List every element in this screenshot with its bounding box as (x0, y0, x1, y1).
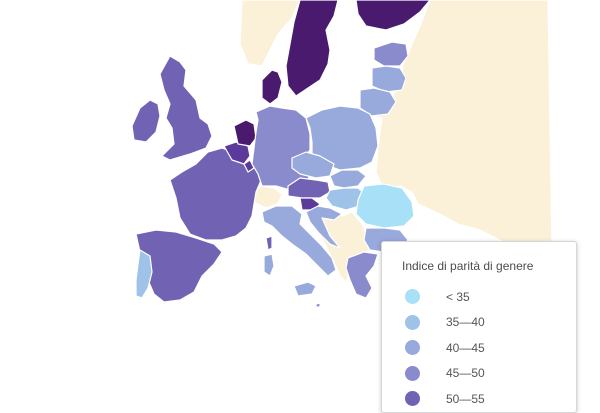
legend-item: 50—55 (402, 386, 576, 412)
country-malta[interactable]: Malta (315, 302, 321, 308)
legend-item: 40—45 (402, 335, 576, 361)
legend-label: 50—55 (446, 391, 485, 406)
country-germania[interactable]: Germania (251, 105, 313, 191)
country-lettonia[interactable]: Lettonia (371, 65, 407, 93)
country-slovacchia[interactable]: Slovacchia (329, 169, 367, 189)
legend-label: 40—45 (446, 340, 485, 355)
country-grecia[interactable]: Grecia (345, 251, 379, 299)
country-svezia[interactable]: Svezia (285, 0, 339, 97)
eu-countries-layer: Irlanda Regno Unito Francia Spagna Porto… (131, 0, 431, 308)
legend-swatch (405, 365, 420, 381)
country-paesi-bassi[interactable]: Paesi Bassi (233, 119, 257, 147)
country-polonia[interactable]: Polonia (305, 105, 379, 171)
country-danimarca[interactable]: Danimarca (261, 69, 283, 105)
country-portogallo[interactable]: Portogallo (135, 249, 153, 299)
country-finlandia[interactable]: Finlandia (355, 0, 431, 31)
country-irlanda[interactable]: Irlanda (131, 99, 161, 143)
legend-swatch (405, 391, 420, 407)
legend-title: Indice di parità di genere (402, 259, 534, 273)
legend-swatch (405, 289, 420, 305)
legend-label: 35—40 (446, 315, 485, 330)
legend-item: 35—40 (402, 310, 576, 336)
country-regno-unito[interactable]: Regno Unito (159, 55, 213, 161)
legend-label: < 35 (446, 289, 470, 304)
norway-region (239, 0, 301, 67)
country-italia[interactable]: Italia (261, 205, 337, 277)
legend-label: 45—50 (446, 366, 485, 381)
country-sicilia[interactable] (293, 281, 317, 297)
legend-item: < 35 (402, 284, 576, 310)
country-estonia[interactable]: Estonia (373, 41, 409, 67)
map-legend: Indice di parità di genere < 35 35—40 40… (381, 241, 577, 413)
country-sardegna[interactable] (263, 253, 275, 277)
country-romania[interactable]: Romania (355, 183, 415, 229)
legend-item: 45—50 (402, 361, 576, 387)
country-belgio[interactable]: Belgio (223, 141, 251, 165)
country-corsica[interactable] (265, 235, 273, 251)
country-croazia[interactable]: Croazia (305, 205, 343, 249)
legend-swatch (405, 314, 420, 330)
legend-swatch (405, 340, 420, 356)
